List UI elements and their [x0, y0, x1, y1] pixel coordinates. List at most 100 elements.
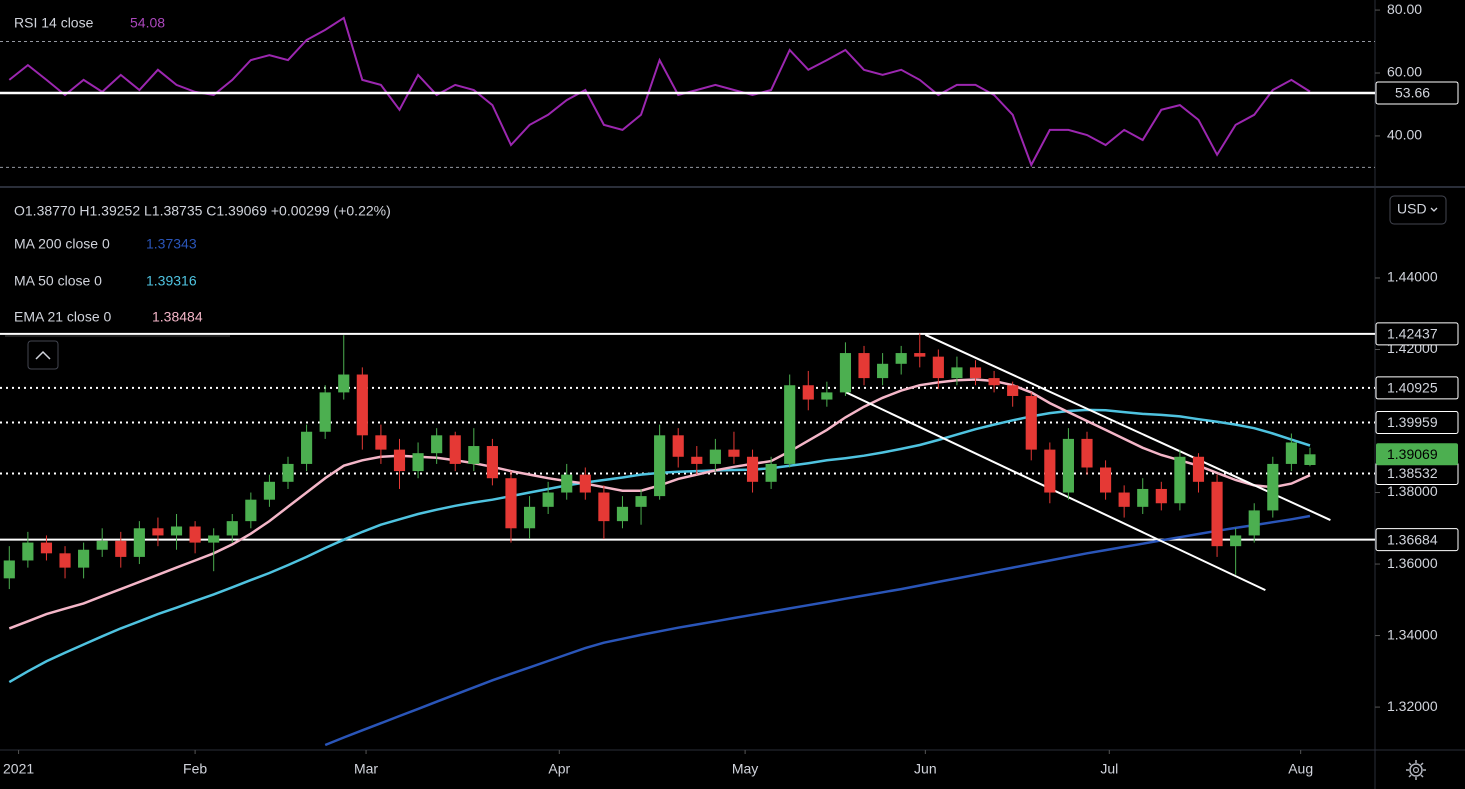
candle-body	[1081, 438, 1093, 468]
candle-body	[189, 526, 201, 543]
ma200-value: 1.37343	[146, 236, 197, 252]
candle-body	[40, 542, 53, 554]
candle-body	[932, 356, 944, 379]
rsi-value: 54.08	[130, 15, 165, 31]
rsi-level-label: 53.66	[1395, 85, 1430, 101]
candle-body	[505, 478, 517, 529]
candle-body	[672, 435, 684, 457]
ema21-value: 1.38484	[152, 309, 203, 325]
candle-body	[1118, 492, 1130, 507]
last-price-label: 1.39069	[1387, 446, 1438, 462]
level-label: 1.36684	[1387, 531, 1438, 547]
candle-body	[96, 540, 108, 550]
candle-body	[1211, 481, 1223, 547]
currency-label: USD	[1397, 201, 1427, 217]
candle-body	[170, 526, 183, 536]
candle-body	[988, 378, 1000, 386]
collapse-icon	[35, 350, 51, 360]
y-tick-label: 80.00	[1387, 1, 1422, 17]
level-box	[1375, 322, 1459, 346]
candle-body	[839, 353, 852, 393]
ma50-value: 1.39316	[146, 273, 197, 289]
y-tick-label: 40.00	[1387, 127, 1422, 143]
candle-body	[245, 499, 257, 522]
candle-body	[523, 506, 536, 529]
candle-body	[338, 374, 350, 393]
x-tick-label: Feb	[183, 761, 207, 777]
last-price-box	[1376, 443, 1458, 466]
x-tick-label: 2021	[3, 761, 34, 777]
candle-body	[301, 431, 313, 464]
candle-body	[115, 540, 127, 557]
level-box	[1375, 376, 1459, 400]
y-tick-label: 1.38000	[1387, 483, 1438, 499]
y-tick-label: 60.00	[1387, 64, 1422, 80]
rsi-pane	[0, 16, 1375, 168]
level-label: 1.42437	[1387, 326, 1438, 342]
settings-gear	[1409, 763, 1423, 777]
candle-body	[821, 392, 833, 400]
candle-body	[431, 435, 443, 454]
candle-body	[635, 496, 647, 507]
moving-average	[324, 514, 1311, 747]
candle-body	[152, 528, 164, 536]
trendline	[924, 333, 1331, 521]
candle-body	[319, 392, 331, 432]
candle-body	[1025, 395, 1037, 450]
candle-body	[375, 435, 387, 450]
y-tick-label: 1.44000	[1387, 269, 1438, 285]
candle-body	[1267, 463, 1279, 511]
y-tick-label: 1.34000	[1387, 626, 1438, 642]
x-tick-label: Jul	[1100, 761, 1118, 777]
candle-body	[1044, 449, 1056, 493]
candle-body	[1062, 438, 1074, 493]
candle-body	[877, 363, 889, 379]
x-tick-label: Aug	[1288, 761, 1313, 777]
x-tick-label: May	[732, 761, 758, 777]
settings-hub	[1412, 766, 1420, 774]
candle-body	[728, 449, 740, 457]
candle-body	[1137, 488, 1149, 507]
currency-caret	[1430, 207, 1438, 212]
candle-body	[951, 367, 963, 379]
candle-body	[598, 492, 610, 522]
candle-body	[356, 374, 368, 436]
rsi-line	[8, 16, 1311, 168]
candle-body	[78, 549, 90, 568]
ma200-label: MA 200 close 0	[14, 236, 110, 252]
candle-body	[226, 521, 238, 536]
candle-body	[412, 453, 424, 472]
level-box	[1375, 410, 1459, 434]
candle-body	[1007, 385, 1019, 396]
x-tick-label: Apr	[548, 761, 570, 777]
candle-body	[1285, 442, 1297, 464]
candle-body	[468, 446, 480, 464]
candle-body	[746, 456, 759, 482]
candle-body	[1304, 454, 1316, 465]
currency-button[interactable]	[1389, 195, 1447, 225]
candle-body	[802, 385, 814, 400]
candle-body	[208, 535, 220, 543]
x-tick-label: Jun	[914, 761, 937, 777]
x-tick-label: Mar	[354, 761, 378, 777]
candle-body	[3, 560, 15, 579]
candle-body	[1248, 510, 1260, 536]
candle-body	[59, 553, 71, 568]
level-label: 1.40925	[1387, 380, 1438, 396]
candle-body	[1230, 535, 1242, 547]
candle-body	[914, 353, 926, 357]
candle-body	[393, 449, 406, 472]
candle-body	[282, 463, 294, 482]
rsi-level-box	[1375, 81, 1459, 105]
candle-body	[579, 474, 591, 493]
candle-body	[263, 481, 275, 500]
candle-body	[709, 449, 721, 464]
candle-body	[561, 474, 573, 493]
candle-body	[858, 353, 870, 379]
ema21-label: EMA 21 close 0	[14, 309, 111, 325]
settings-icon[interactable]	[1406, 760, 1426, 780]
candle-body	[895, 353, 907, 364]
y-tick-label: 1.36000	[1387, 555, 1438, 571]
candle-body	[1155, 488, 1167, 504]
collapse-button[interactable]	[27, 340, 59, 370]
